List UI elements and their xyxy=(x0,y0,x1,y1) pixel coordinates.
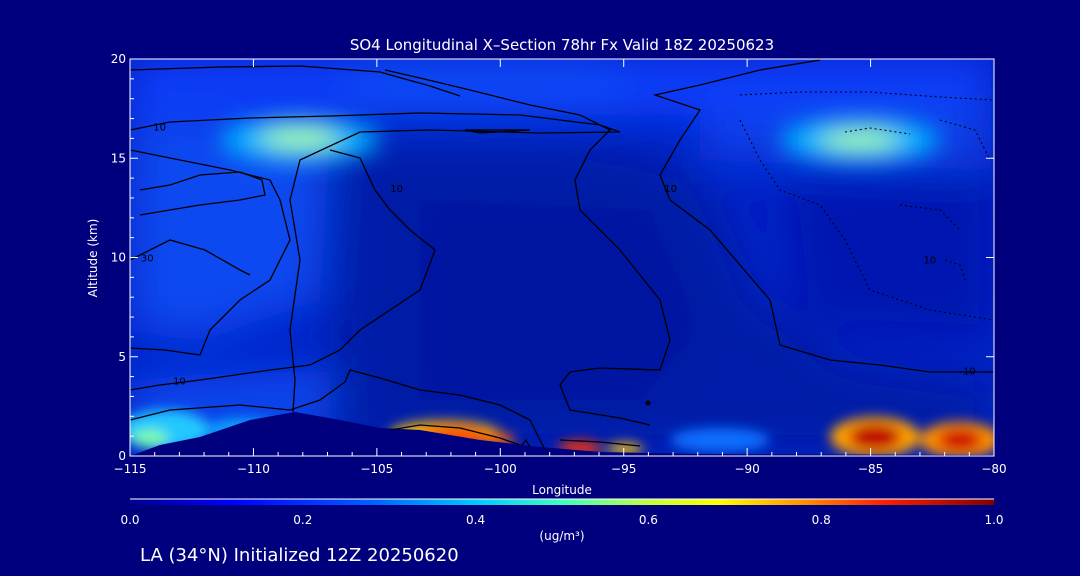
contour-labels: 10 30 10 10 10 10 10 xyxy=(141,122,976,387)
contour-label: 10 xyxy=(923,255,936,266)
x-tick-label: −115 xyxy=(114,462,147,476)
x-tick-label: −85 xyxy=(858,462,883,476)
contour-line xyxy=(521,438,531,448)
x-tick-label: −90 xyxy=(734,462,759,476)
hotspot-upper-east xyxy=(780,118,940,162)
hotspot-upper-west xyxy=(220,118,380,162)
plot-area: 10 30 10 10 10 10 10 xyxy=(130,59,994,456)
colorbar-tick-label: 0.6 xyxy=(639,513,658,527)
footer-caption: LA (34°N) Initialized 12Z 20250620 xyxy=(140,545,459,566)
contour-line xyxy=(464,129,531,134)
colorbar-tick-label: 0.0 xyxy=(120,513,139,527)
y-tick-label: 20 xyxy=(111,52,126,66)
contour-label: 10 xyxy=(173,377,186,388)
colorbar-tick-label: 0.8 xyxy=(812,513,831,527)
chart-title: SO4 Longitudinal X–Section 78hr Fx Valid… xyxy=(350,36,774,54)
contour-label: 10 xyxy=(664,184,677,195)
y-axis-label: Altitude (km) xyxy=(86,219,100,298)
contour-label: 10 xyxy=(153,122,166,133)
colorbar-ticks: 0.0 0.2 0.4 0.6 0.8 1.0 xyxy=(120,513,1003,527)
terrain xyxy=(130,412,994,456)
y-axis: 0 5 10 15 20 xyxy=(111,52,994,463)
contour-line xyxy=(389,424,521,446)
y-tick-label: 10 xyxy=(111,251,126,265)
contour-dotted xyxy=(739,91,994,321)
contour-dot xyxy=(645,400,651,406)
x-tick-label: −110 xyxy=(237,462,270,476)
colorbar-tick-label: 0.4 xyxy=(466,513,485,527)
contour-line xyxy=(652,59,994,373)
colorbar-tick-label: 1.0 xyxy=(984,513,1003,527)
x-tick-label: −100 xyxy=(484,462,517,476)
x-tick-label: −95 xyxy=(611,462,636,476)
x-tick-label: −105 xyxy=(360,462,393,476)
y-tick-label: 15 xyxy=(111,151,126,165)
x-axis-label: Longitude xyxy=(532,483,592,497)
contour-line xyxy=(130,149,291,356)
contour-line xyxy=(130,369,546,451)
colorbar xyxy=(130,499,994,505)
colorbar-label: (ug/m³) xyxy=(539,529,584,543)
x-axis: −115 −110 −105 −100 −95 −90 −85 −80 xyxy=(114,59,1007,476)
contour-lines xyxy=(130,59,994,451)
contour-line xyxy=(384,69,671,426)
contour-label: 30 xyxy=(141,253,154,264)
y-tick-label: 5 xyxy=(118,350,126,364)
x-tick-label: −80 xyxy=(981,462,1006,476)
contour-line xyxy=(139,171,266,216)
contour-label: 10 xyxy=(963,367,976,378)
y-tick-label: 0 xyxy=(118,449,126,463)
contour-line xyxy=(559,439,641,447)
contour-line xyxy=(130,112,621,413)
contour-label: 10 xyxy=(390,184,403,195)
contour-line xyxy=(130,239,251,276)
contour-line xyxy=(130,65,461,97)
contour-line xyxy=(130,149,436,391)
colorbar-tick-label: 0.2 xyxy=(293,513,312,527)
